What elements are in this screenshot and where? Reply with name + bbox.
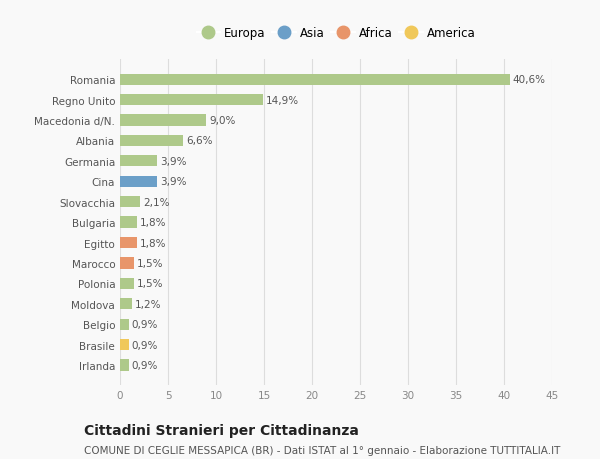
Bar (120, 217, 137, 228)
Bar (120, 176, 157, 187)
Text: Cittadini Stranieri per Cittadinanza: Cittadini Stranieri per Cittadinanza (84, 423, 359, 437)
Text: 1,8%: 1,8% (140, 218, 167, 228)
Bar (120, 298, 131, 310)
Text: 40,6%: 40,6% (512, 75, 545, 85)
Text: 1,2%: 1,2% (134, 299, 161, 309)
Text: 1,5%: 1,5% (137, 258, 164, 269)
Bar (120, 278, 134, 289)
Bar (120, 95, 263, 106)
Text: 1,5%: 1,5% (137, 279, 164, 289)
Bar (120, 135, 184, 147)
Text: 3,9%: 3,9% (160, 157, 187, 167)
Bar (120, 319, 128, 330)
Legend: Europa, Asia, Africa, America: Europa, Asia, Africa, America (193, 23, 479, 43)
Bar (120, 196, 140, 208)
Text: 9,0%: 9,0% (209, 116, 236, 126)
Bar (120, 156, 157, 167)
Text: 2,1%: 2,1% (143, 197, 170, 207)
Text: 6,6%: 6,6% (186, 136, 213, 146)
Text: 0,9%: 0,9% (131, 340, 158, 350)
Text: 0,9%: 0,9% (131, 360, 158, 370)
Text: 14,9%: 14,9% (266, 95, 299, 106)
Bar (120, 74, 510, 86)
Text: 1,8%: 1,8% (140, 238, 167, 248)
Bar (120, 115, 206, 126)
Text: 3,9%: 3,9% (160, 177, 187, 187)
Bar (120, 258, 134, 269)
Bar (120, 339, 128, 350)
Text: 0,9%: 0,9% (131, 319, 158, 330)
Bar (120, 359, 128, 371)
Text: COMUNE DI CEGLIE MESSAPICA (BR) - Dati ISTAT al 1° gennaio - Elaborazione TUTTIT: COMUNE DI CEGLIE MESSAPICA (BR) - Dati I… (84, 446, 560, 455)
Bar (120, 237, 137, 249)
